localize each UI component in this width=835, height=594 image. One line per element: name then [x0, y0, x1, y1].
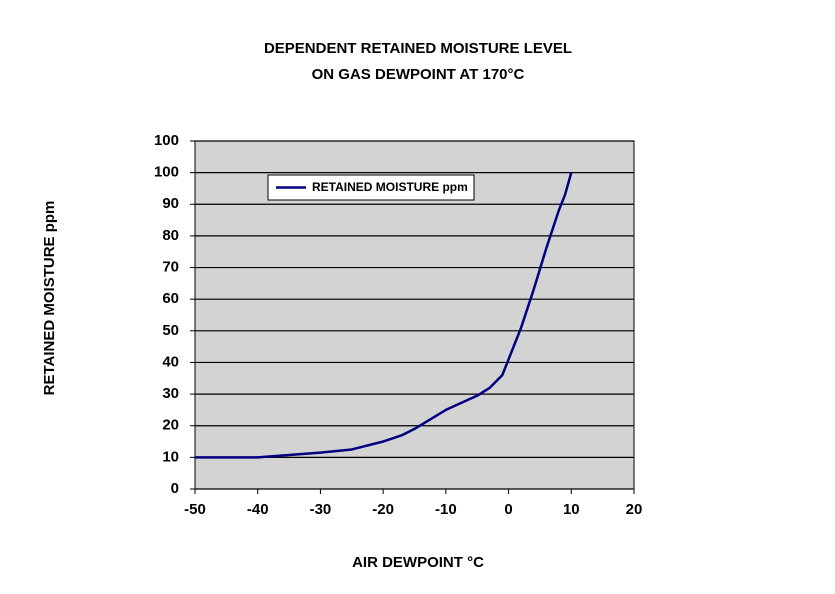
x-tick-label: 20	[626, 501, 643, 518]
data-line	[195, 172, 573, 459]
x-tick-label: 0	[504, 501, 512, 518]
x-tick-label: -50	[184, 501, 206, 518]
y-axis-label: RETAINED MOISTURE ppm	[41, 201, 58, 396]
chart-title: ON GAS DEWPOINT AT 170°C	[312, 66, 525, 83]
y-tick-label: 100	[154, 132, 179, 149]
y-tick-label: 0	[171, 480, 179, 497]
y-tick-label: 100	[154, 164, 179, 181]
y-tick-label: 20	[162, 417, 179, 434]
y-tick-label: 10	[162, 448, 179, 465]
y-tick-label: 30	[162, 385, 179, 402]
x-tick-label: 10	[563, 501, 580, 518]
x-tick-label: -20	[372, 501, 394, 518]
x-tick-label: -10	[435, 501, 457, 518]
x-tick-label: -30	[310, 501, 332, 518]
y-tick-label: 70	[162, 259, 179, 276]
y-tick-label: 60	[162, 290, 179, 307]
chart-title: DEPENDENT RETAINED MOISTURE LEVEL	[264, 40, 572, 57]
y-tick-label: 50	[162, 322, 179, 339]
y-tick-label: 90	[162, 195, 179, 212]
y-tick-label: 40	[162, 353, 179, 370]
legend-label: RETAINED MOISTURE ppm	[312, 180, 468, 194]
x-tick-label: -40	[247, 501, 269, 518]
y-tick-label: 80	[162, 227, 179, 244]
x-axis-label: AIR DEWPOINT °C	[352, 554, 484, 571]
